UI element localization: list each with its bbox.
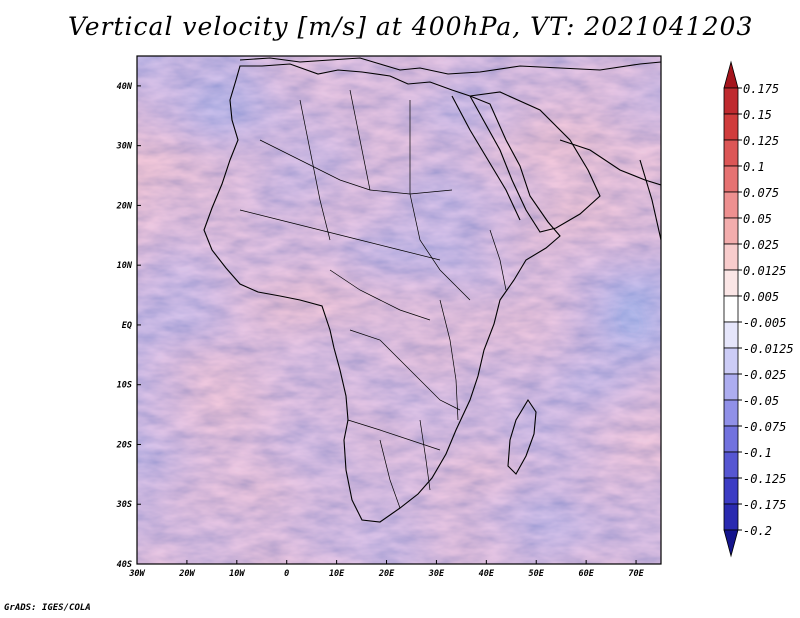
europe-coastline	[239, 57, 661, 75]
colorbar-swatch	[723, 191, 739, 219]
colorbar-label: -0.025	[743, 368, 786, 382]
colorbar-label: 0.005	[743, 290, 779, 304]
colorbar-swatch	[723, 269, 739, 297]
colorbar-label: -0.1	[743, 446, 772, 460]
colorbar-label: -0.175	[743, 498, 786, 512]
africa-coastline	[203, 63, 561, 523]
colorbar-swatch	[723, 373, 739, 401]
india-coastline	[639, 159, 661, 241]
country-borders	[239, 89, 507, 509]
colorbar-swatch	[723, 399, 739, 427]
colorbar-swatch	[723, 321, 739, 349]
colorbar-swatch	[723, 425, 739, 453]
lon-tick-label: 30W	[128, 569, 145, 579]
chart-title: Vertical velocity [m/s] at 400hPa, VT: 2…	[68, 12, 754, 41]
colorbar-label: 0.15	[743, 108, 772, 122]
colorbar-label: -0.075	[743, 420, 786, 434]
lon-tick-label: 30E	[428, 569, 445, 579]
lat-tick-label: EQ	[122, 321, 132, 331]
lon-tick-label: 20W	[178, 569, 195, 579]
lat-tick-label: 40N	[117, 82, 133, 92]
colorbar-label: 0.025	[743, 238, 779, 252]
lat-tick-label: 10S	[117, 381, 132, 391]
colorbar-label: 0.175	[743, 82, 779, 96]
grads-credit: GrADS: IGES/COLA	[4, 603, 91, 613]
lat-tick-label: 20N	[116, 201, 133, 211]
iran-coastline	[559, 139, 661, 186]
colorbar-swatch	[723, 295, 739, 323]
colorbar-label: -0.125	[743, 472, 786, 486]
colorbar-label: 0.05	[743, 212, 772, 226]
lon-tick-label: 60E	[578, 569, 594, 579]
colorbar-swatch	[723, 243, 739, 271]
lat-tick-label: 10N	[117, 261, 133, 271]
latitude-axis: 40N 30N 20N 10N EQ 10S 20S 30S 40S	[116, 82, 141, 570]
colorbar-swatch	[723, 217, 739, 245]
colorbar-swatch	[723, 451, 739, 479]
lon-tick-label: 70E	[628, 569, 644, 579]
velocity-field	[137, 56, 661, 564]
madagascar-coastline	[507, 398, 537, 475]
lon-tick-label: 20E	[378, 569, 395, 579]
lat-tick-label: 40S	[117, 560, 132, 570]
lat-tick-label: 20S	[116, 440, 132, 450]
colorbar-label: 0.075	[743, 186, 779, 200]
lon-tick-label: 0	[284, 569, 289, 579]
lon-tick-label: 10E	[329, 569, 345, 579]
colorbar-label: 0.1	[743, 160, 765, 174]
colorbar-label: -0.05	[743, 394, 779, 408]
colorbar-swatch	[723, 503, 739, 531]
colorbar-swatch	[723, 165, 739, 193]
colorbar-swatch	[723, 60, 739, 89]
lat-tick-label: 30S	[116, 500, 132, 510]
colorbar-swatch	[723, 347, 739, 375]
colorbar-swatch	[723, 113, 739, 141]
red-sea-coastline	[451, 95, 521, 221]
coastlines	[203, 57, 661, 523]
lon-tick-label: 50E	[529, 569, 545, 579]
colorbar-swatch	[723, 529, 739, 558]
map-frame	[136, 55, 662, 565]
arabia-coastline	[469, 91, 601, 233]
colorbar-label: 0.0125	[743, 264, 786, 278]
colorbar-swatch	[723, 139, 739, 167]
longitude-axis: 30W 20W 10W 0 10E 20E 30E 40E 50E 60E 70E	[128, 560, 645, 579]
colorbar-swatch	[723, 87, 739, 115]
colorbar-label: 0.125	[743, 134, 779, 148]
lon-tick-label: 10W	[229, 569, 245, 579]
colorbar-swatch	[723, 477, 739, 505]
colorbar-label: -0.0125	[743, 342, 794, 356]
lat-tick-label: 30N	[116, 142, 133, 152]
colorbar-label: -0.005	[743, 316, 786, 330]
colorbar-label: -0.2	[743, 524, 772, 538]
lon-tick-label: 40E	[479, 569, 495, 579]
